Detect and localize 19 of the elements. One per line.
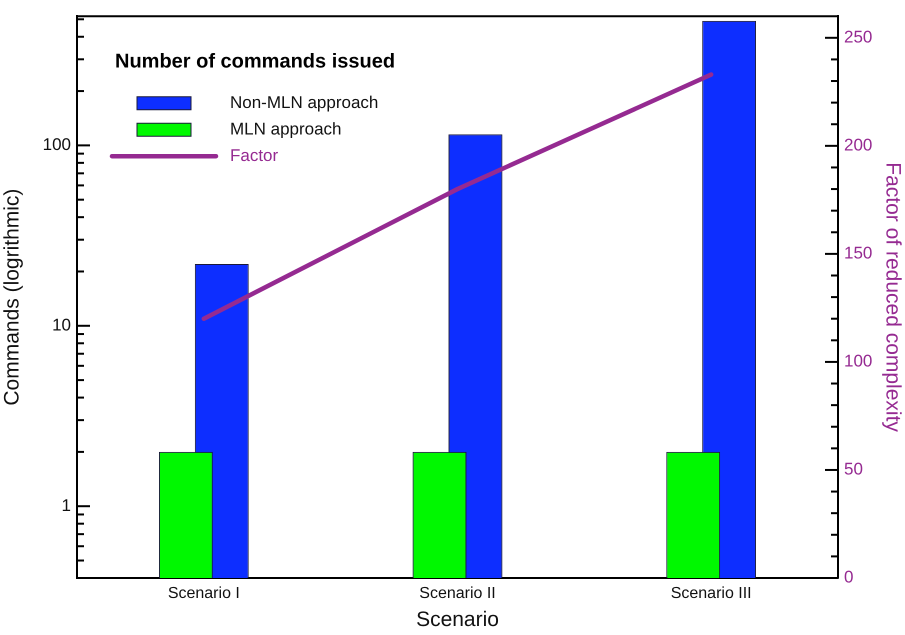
y2-tick-label: 0 — [844, 568, 854, 587]
y2-tick-label: 250 — [844, 27, 872, 46]
y-tick-label: 100 — [42, 135, 71, 154]
x-tick-label: Scenario III — [670, 585, 752, 602]
legend-title: Number of commands issued — [115, 50, 396, 73]
text: Factor — [230, 146, 279, 165]
y-tick-label: 1 — [62, 496, 71, 515]
y2-tick-label: 50 — [844, 460, 863, 479]
x-tick-label: Scenario I — [168, 585, 240, 602]
y2-tick-label: 100 — [844, 352, 872, 371]
y-axis-title: Commands (logrithmic) — [0, 188, 24, 406]
legend-label: Non-MLN approach — [230, 92, 378, 112]
y2-tick-label: 150 — [844, 244, 872, 263]
legend-label: MLN approach — [230, 119, 342, 138]
y-tick-label: 10 — [52, 315, 71, 334]
y2-tick-label: 200 — [844, 136, 872, 155]
x-axis-title: Scenario — [416, 608, 499, 632]
x-tick-label: Scenario II — [419, 585, 496, 602]
y2-axis-title: Factor of reduced complexity — [882, 162, 905, 432]
